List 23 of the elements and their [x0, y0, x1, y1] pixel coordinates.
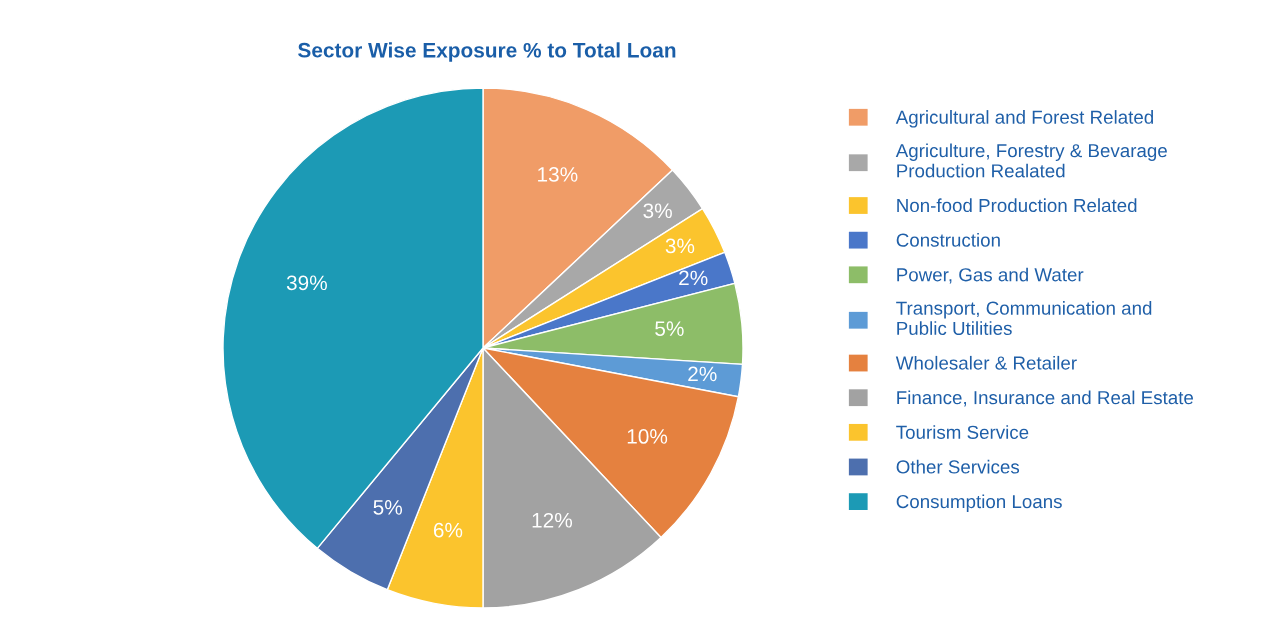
- data-label: 2%: [679, 270, 708, 286]
- data-label: 3%: [665, 238, 695, 254]
- legend-label: Finance, Insurance and Real Estate: [897, 390, 1194, 407]
- data-label: 2%: [688, 366, 717, 382]
- legend-label: Wholesaler & Retailer: [895, 355, 1077, 370]
- chart-title: Sector Wise Exposure % to Total Loan: [298, 42, 676, 62]
- legend-label: Consumption Loans: [896, 494, 1062, 512]
- data-label: 13%: [538, 167, 578, 182]
- legend-label: Other Services: [896, 459, 1020, 474]
- legend-label: Agricultural and Forest Related: [895, 110, 1153, 128]
- legend-label: Power, Gas and Water: [897, 267, 1084, 284]
- data-label: 5%: [655, 321, 684, 336]
- legend-label: Non-food Production Related: [897, 198, 1137, 213]
- data-label: 12%: [532, 512, 573, 528]
- data-label: 3%: [643, 203, 672, 219]
- legend-label: Tourism Service: [896, 425, 1029, 439]
- legend-label: Construction: [896, 232, 1000, 247]
- legend-label: Agriculture, Forestry & Bevarage Production Realated: [895, 143, 1167, 178]
- legend-label: Transport, Communication and Public Utilities: [896, 301, 1152, 336]
- data-label: 5%: [373, 500, 403, 515]
- data-label: 6%: [433, 522, 463, 538]
- data-label: 10%: [627, 429, 668, 444]
- data-label: 39%: [286, 275, 327, 291]
